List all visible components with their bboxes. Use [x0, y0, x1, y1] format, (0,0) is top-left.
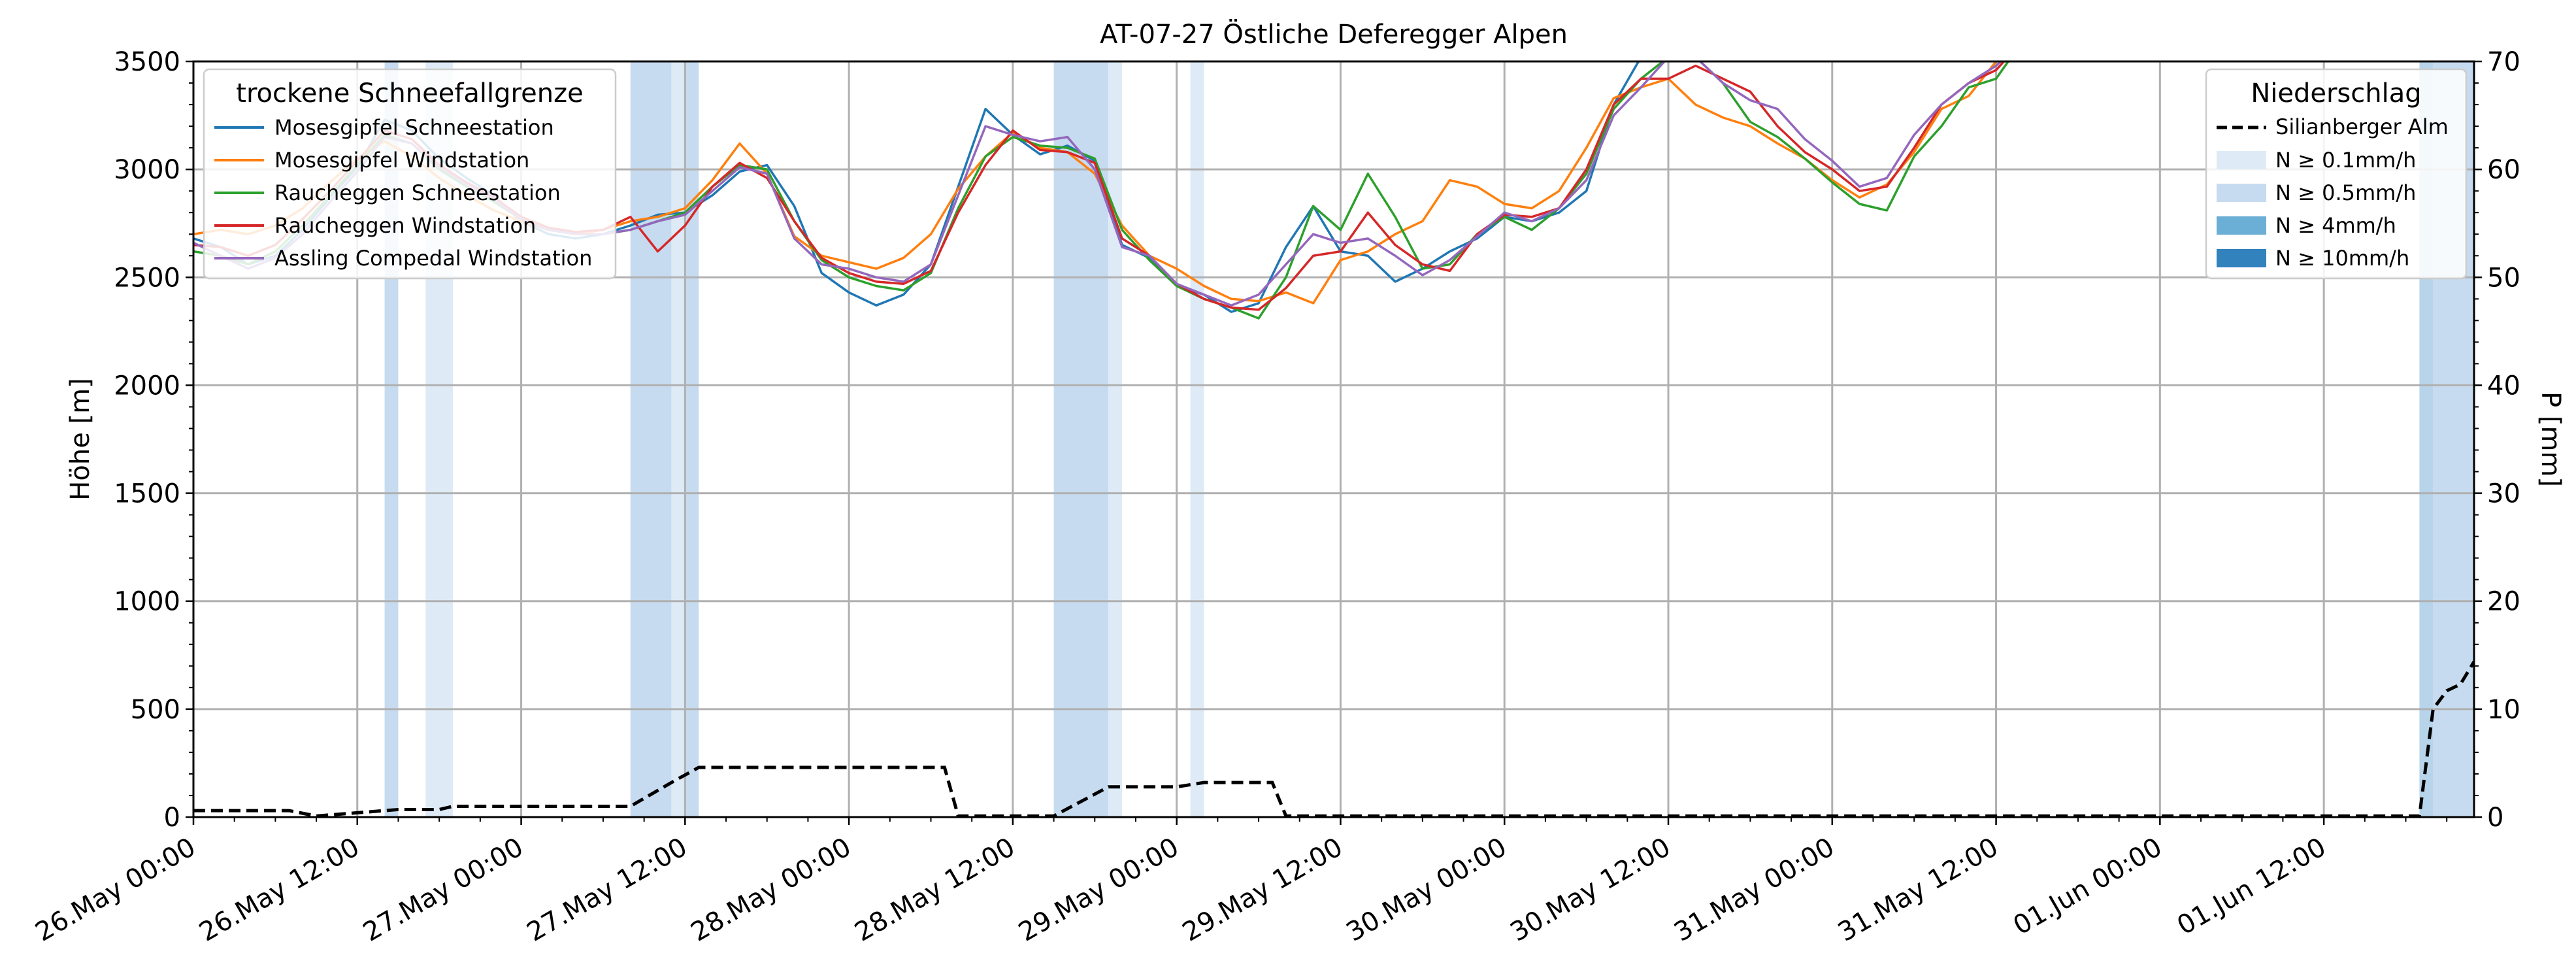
precip-bands	[384, 61, 2474, 817]
y2-tick-label: 40	[2487, 371, 2520, 401]
y2-tick-label: 10	[2487, 695, 2520, 725]
precip-band	[630, 61, 672, 817]
y-tick-label: 3000	[114, 155, 180, 185]
precip-line-silianberger-alm	[193, 660, 2474, 817]
legend-band-label: N ≥ 4mm/h	[2275, 213, 2396, 238]
precip-band	[1053, 61, 1109, 817]
precip-band	[1190, 61, 1204, 817]
legend-precip-line-label: Silianberger Alm	[2275, 114, 2449, 139]
legend-band-label: N ≥ 0.1mm/h	[2275, 148, 2416, 173]
legend-label: Mosesgipfel Windstation	[274, 148, 529, 173]
y2-tick-label: 70	[2487, 47, 2520, 77]
legend-band-swatch	[2217, 216, 2266, 235]
y-tick-label: 1000	[114, 587, 180, 617]
legend-band-swatch	[2217, 184, 2266, 202]
chart-title: AT-07-27 Östliche Deferegger Alpen	[1100, 18, 1568, 50]
legend-band-swatch	[2217, 151, 2266, 169]
precip-band	[671, 61, 685, 817]
y2-tick-label: 20	[2487, 587, 2520, 617]
legend-snowfall: trockene Schneefallgrenze Mosesgipfel Sc…	[203, 68, 617, 280]
legend-band-label: N ≥ 10mm/h	[2275, 246, 2409, 271]
legend-precip: Niederschlag Silianberger Alm N ≥ 0.1mm/…	[2205, 68, 2468, 280]
legend-band-label: N ≥ 0.5mm/h	[2275, 180, 2416, 205]
precip-series	[193, 660, 2474, 817]
legend-label: Raucheggen Windstation	[274, 213, 536, 238]
precip-band	[685, 61, 699, 817]
legend-label: Raucheggen Schneestation	[274, 180, 561, 205]
y-axis-label: Höhe [m]	[65, 378, 95, 500]
y-tick-label: 1500	[114, 479, 180, 509]
y-tick-label: 2000	[114, 371, 180, 401]
y-tick-label: 2500	[114, 263, 180, 293]
y2-tick-label: 60	[2487, 155, 2520, 185]
y-tick-label: 500	[131, 695, 180, 725]
legend-label: Assling Compedal Windstation	[274, 246, 592, 271]
legend-precip-title: Niederschlag	[2251, 78, 2421, 109]
legend-label: Mosesgipfel Schneestation	[274, 115, 554, 140]
y2-tick-label: 0	[2487, 803, 2503, 833]
y2-tick-label: 50	[2487, 263, 2520, 293]
precip-band	[1108, 61, 1123, 817]
plot-frame	[192, 60, 2475, 818]
legend-snowfall-title: trockene Schneefallgrenze	[236, 78, 583, 109]
y2-axis-label: P [mm]	[2535, 392, 2566, 487]
y-tick-label: 3500	[114, 47, 180, 77]
y2-tick-label: 30	[2487, 479, 2520, 509]
y-tick-label: 0	[164, 803, 180, 833]
legend-band-swatch	[2217, 249, 2266, 267]
